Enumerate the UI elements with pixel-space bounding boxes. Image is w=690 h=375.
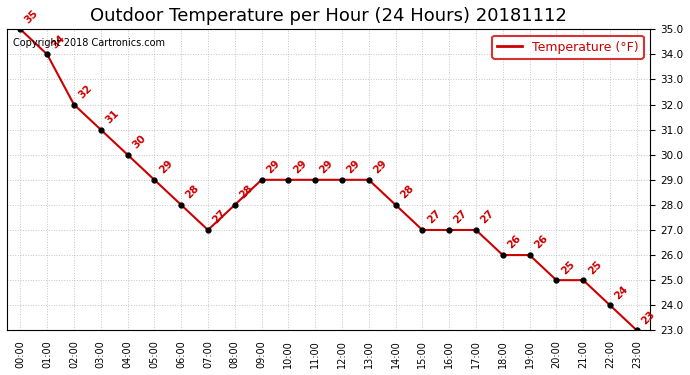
Text: 29: 29 bbox=[318, 158, 335, 176]
Text: 31: 31 bbox=[104, 108, 121, 126]
Text: 25: 25 bbox=[559, 259, 577, 276]
Text: 28: 28 bbox=[184, 183, 201, 201]
Text: 32: 32 bbox=[77, 83, 94, 100]
Text: 26: 26 bbox=[533, 234, 550, 251]
Text: 27: 27 bbox=[425, 209, 442, 226]
Text: 25: 25 bbox=[586, 259, 603, 276]
Text: 29: 29 bbox=[371, 158, 388, 176]
Text: 28: 28 bbox=[237, 183, 255, 201]
Text: 26: 26 bbox=[506, 234, 523, 251]
Text: 27: 27 bbox=[452, 209, 469, 226]
Text: 29: 29 bbox=[157, 158, 175, 176]
Text: 27: 27 bbox=[210, 209, 228, 226]
Text: 24: 24 bbox=[613, 284, 630, 301]
Title: Outdoor Temperature per Hour (24 Hours) 20181112: Outdoor Temperature per Hour (24 Hours) … bbox=[90, 7, 567, 25]
Text: 35: 35 bbox=[23, 8, 41, 25]
Text: 34: 34 bbox=[50, 33, 68, 50]
Text: 29: 29 bbox=[264, 158, 282, 176]
Text: Copyright 2018 Cartronics.com: Copyright 2018 Cartronics.com bbox=[13, 38, 166, 48]
Text: 23: 23 bbox=[640, 309, 657, 326]
Text: 29: 29 bbox=[291, 158, 308, 176]
Text: 30: 30 bbox=[130, 133, 148, 150]
Text: 29: 29 bbox=[345, 158, 362, 176]
Text: 28: 28 bbox=[398, 183, 415, 201]
Legend: Temperature (°F): Temperature (°F) bbox=[493, 36, 644, 58]
Text: 27: 27 bbox=[479, 209, 496, 226]
